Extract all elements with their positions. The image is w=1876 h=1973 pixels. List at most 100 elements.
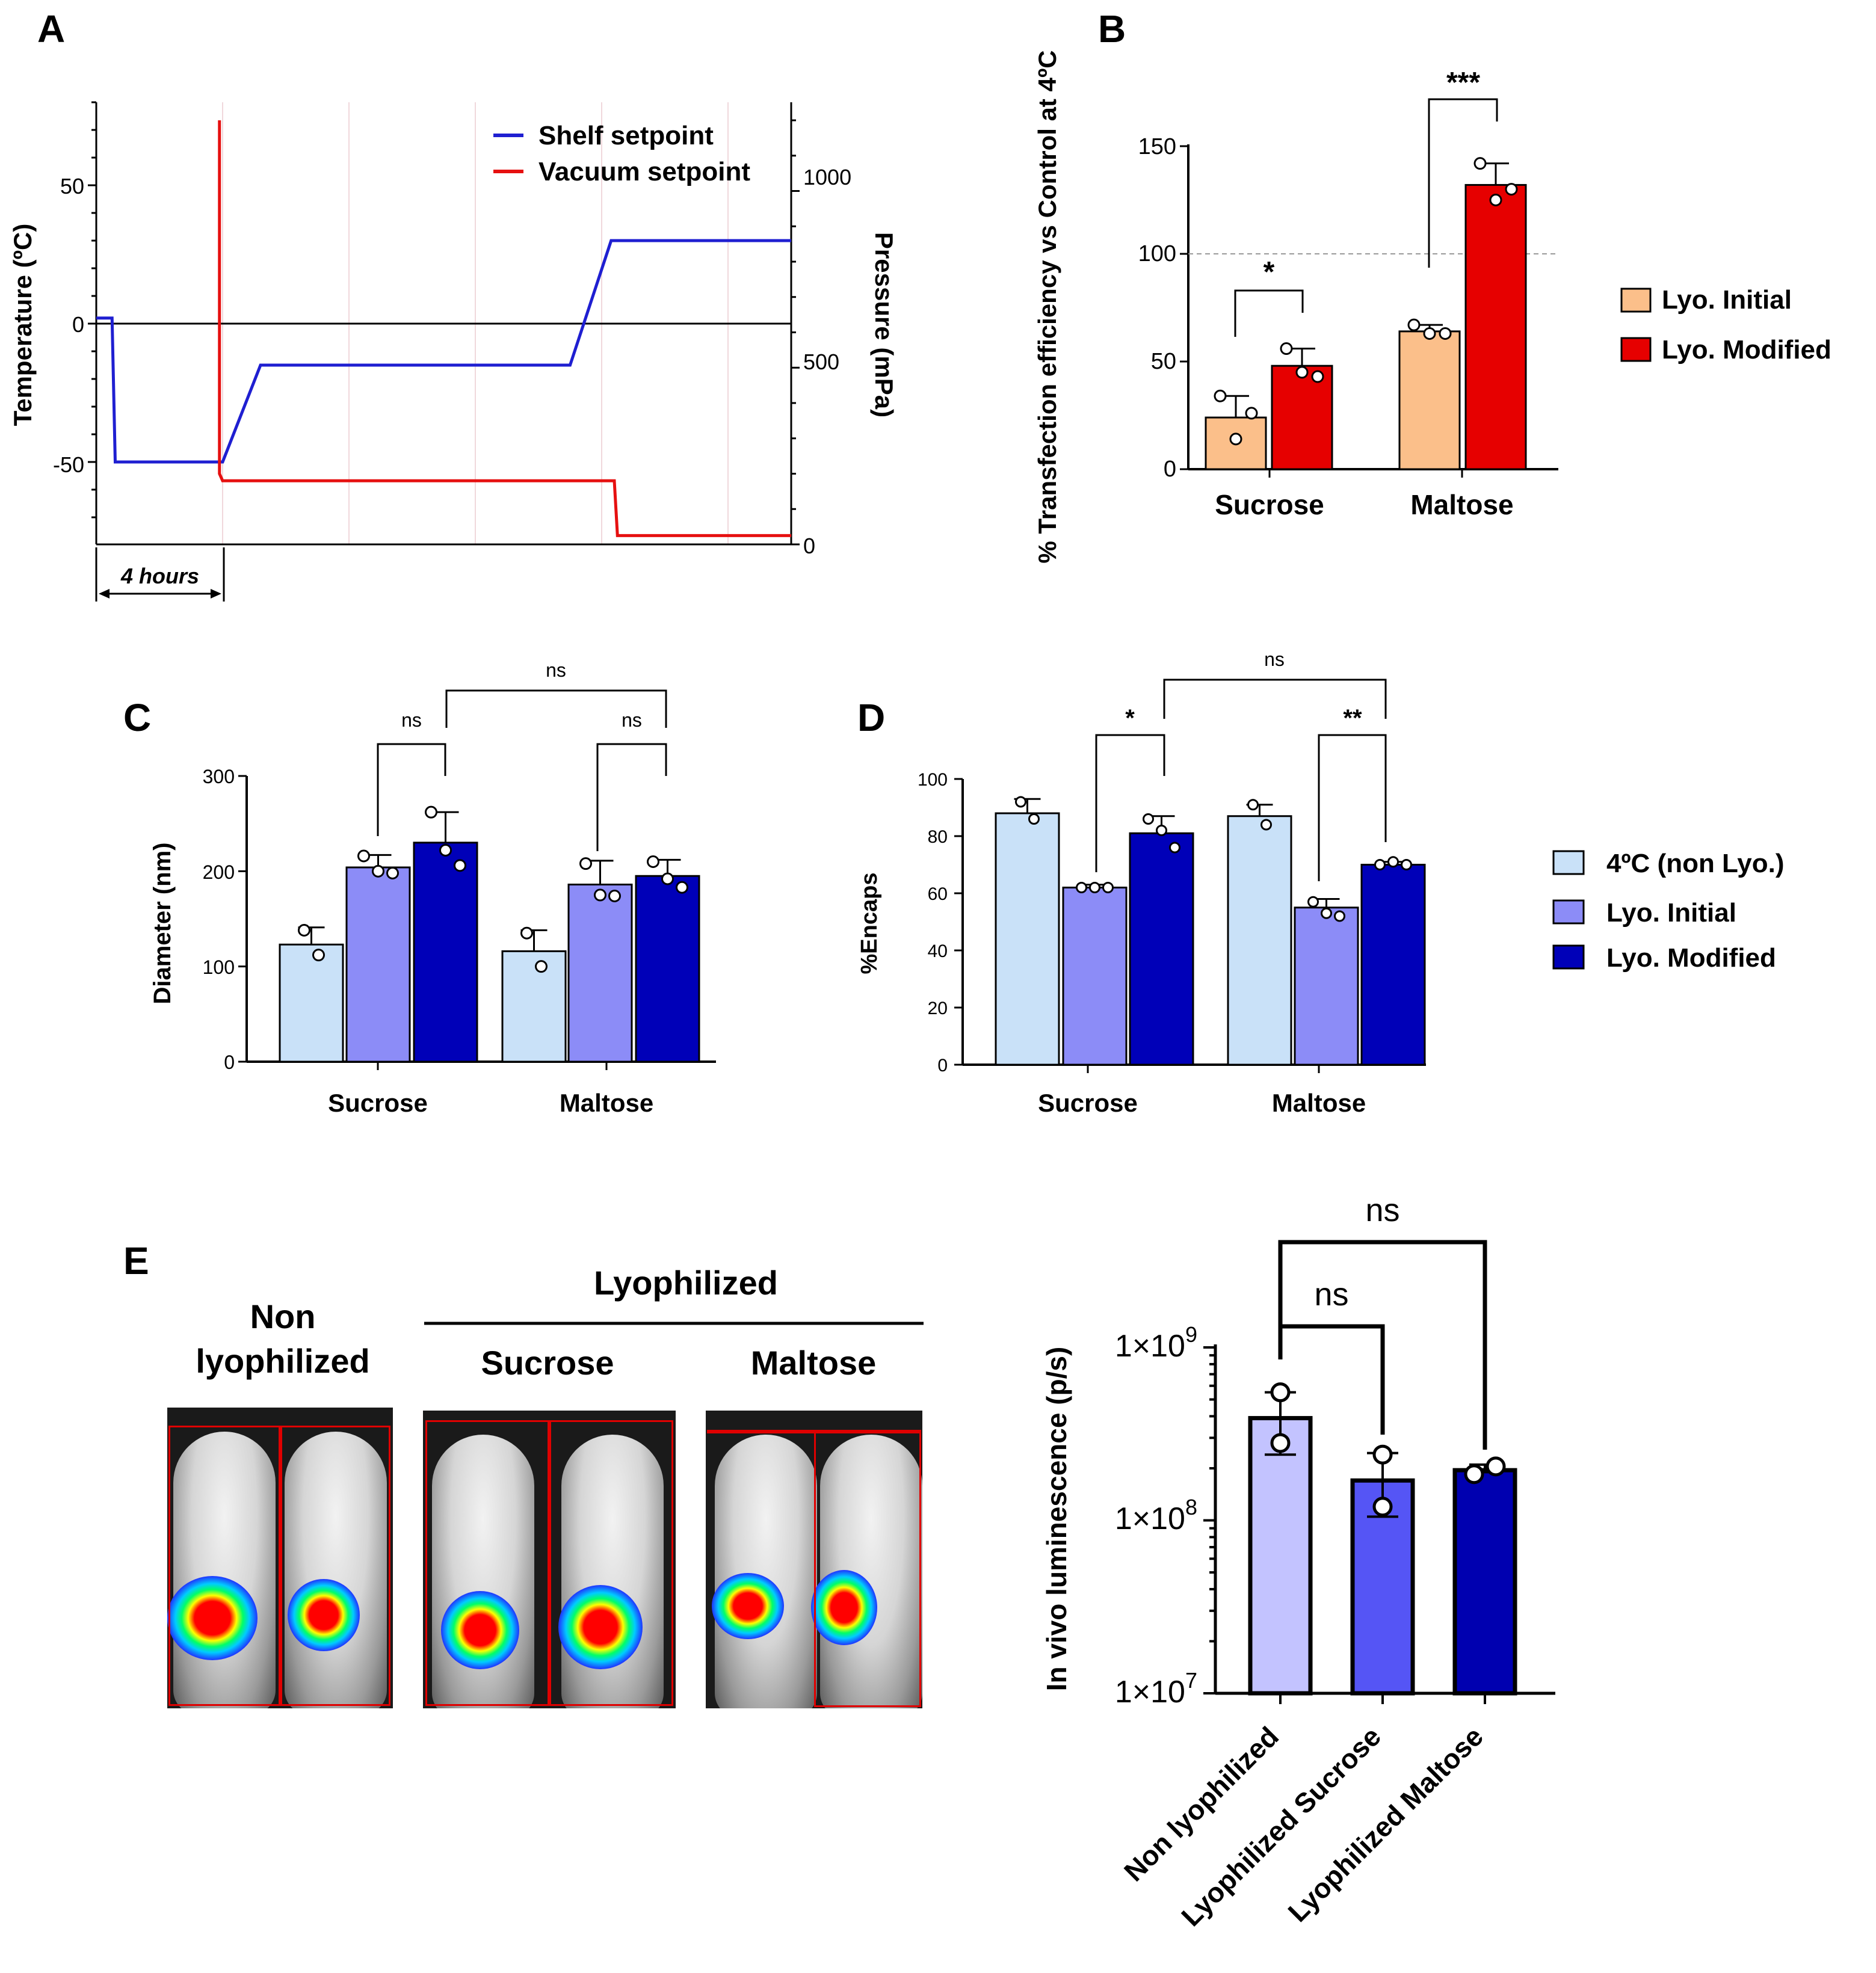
luminescence-signal <box>288 1579 360 1651</box>
panel-label-c: C <box>123 696 151 739</box>
d-bar-non-lyo <box>1227 815 1292 1066</box>
cd-legend-modified-label: Lyo. Modified <box>1606 943 1776 973</box>
c-xlabel-maltose: Maltose <box>560 1089 653 1117</box>
e-ytick-1e9: 1×109 <box>1115 1322 1197 1364</box>
d-data-point <box>1169 842 1180 854</box>
b-ylabel: % Transfection efficiency vs Control at … <box>1033 50 1061 563</box>
a-ylabel-left: Temperature (ºC) <box>8 224 37 426</box>
d-data-point <box>1247 799 1259 811</box>
c-ytick-0: 0 <box>224 1051 235 1073</box>
d-data-point <box>1089 882 1100 893</box>
luminescence-signal <box>441 1591 519 1669</box>
d-data-point <box>1076 882 1087 893</box>
c-data-point <box>386 867 399 879</box>
b-data-point <box>1229 432 1242 446</box>
e-xlabel-maltose: Lyophilized Maltose <box>1282 1720 1489 1928</box>
d-ytick-60: 60 <box>928 884 948 904</box>
c-data-point <box>520 926 533 940</box>
e-sig-sucrose: ns <box>1314 1276 1348 1313</box>
d-ytick-0: 0 <box>937 1056 948 1076</box>
b-sig-bracket-maltose <box>1428 98 1498 268</box>
c-data-point <box>454 859 466 872</box>
c-sig-bracket-across <box>445 689 667 728</box>
roi-box <box>814 1430 921 1707</box>
b-bar-lyo-modified <box>1271 365 1333 470</box>
e-sig-bracket-sucrose <box>1278 1324 1385 1435</box>
roi-box <box>280 1426 390 1706</box>
a-ylabel-right: Pressure (mPa) <box>870 232 898 417</box>
d-data-point <box>1028 813 1040 825</box>
c-ticks <box>238 775 608 1070</box>
d-bars <box>995 796 1426 1066</box>
e-ticks <box>1203 1346 1486 1704</box>
cd-legend-initial-swatch <box>1552 899 1585 925</box>
cd-legend-nonlyo-label: 4ºC (non Lyo.) <box>1606 849 1785 878</box>
c-data-point <box>357 849 370 863</box>
b-ytick-150: 150 <box>1138 134 1176 159</box>
panel-c: C 0 100 200 300 Diameter (nm) Sucrose Ma… <box>123 659 716 1117</box>
b-data-point <box>1505 183 1518 196</box>
d-data-point <box>1374 859 1386 870</box>
c-ytick-200: 200 <box>203 861 235 883</box>
c-bar-non-lyo <box>279 943 344 1063</box>
d-data-point <box>1387 856 1399 868</box>
cd-legend-initial-label: Lyo. Initial <box>1606 898 1736 928</box>
c-sig-across: ns <box>546 659 566 681</box>
c-data-point <box>647 855 659 868</box>
b-data-point <box>1311 370 1324 383</box>
panel-e-imaging-labels: E Lyophilized Non lyophilized Sucrose Ma… <box>123 1239 924 1382</box>
b-bar-lyo-initial <box>1398 330 1461 470</box>
b-legend-initial-swatch <box>1620 288 1652 313</box>
d-data-point <box>1260 819 1272 831</box>
a-ytick-right-0: 0 <box>803 534 815 558</box>
d-sig-across: ns <box>1264 648 1285 670</box>
b-data-point <box>1407 318 1421 331</box>
e-header-lyophilized: Lyophilized <box>594 1264 778 1302</box>
c-data-point <box>372 864 384 878</box>
b-bar-lyo-modified <box>1464 183 1527 470</box>
roi-box <box>425 1420 549 1706</box>
mouse-2 <box>285 1432 387 1708</box>
c-xlabel-sucrose: Sucrose <box>328 1089 428 1117</box>
a-ytick-right-500: 500 <box>803 349 839 374</box>
d-data-point <box>1334 910 1345 922</box>
c-bar-non-lyo <box>501 950 567 1063</box>
d-sig-bracket-maltose <box>1318 734 1387 881</box>
e-label-non-line2: lyophilized <box>196 1342 369 1380</box>
c-data-point <box>661 872 674 885</box>
b-ticks <box>1180 145 1463 478</box>
d-data-point <box>1321 907 1332 919</box>
e-data-point <box>1270 1382 1291 1403</box>
cd-legend-nonlyo-swatch <box>1552 850 1585 875</box>
b-data-point <box>1489 194 1502 206</box>
d-sig-bracket-across <box>1163 679 1387 719</box>
e-image-lyophilized-sucrose <box>423 1411 676 1708</box>
e-image-lyophilized-maltose <box>706 1411 922 1708</box>
d-ytick-40: 40 <box>928 941 948 961</box>
d-data-point <box>1401 859 1412 870</box>
e-data-point <box>1372 1444 1393 1465</box>
panel-label-b: B <box>1098 7 1126 51</box>
e-image-non-lyophilized <box>167 1408 393 1708</box>
c-bar-lyo-initial <box>345 866 411 1063</box>
c-sig-sucrose: ns <box>401 709 422 731</box>
luminescence-signal <box>167 1576 258 1660</box>
d-xlabel-maltose: Maltose <box>1272 1089 1366 1117</box>
e-ytick-1e7: 1×107 <box>1115 1668 1197 1710</box>
e-xlabel-sucrose: Lyophilized Sucrose <box>1175 1720 1387 1932</box>
a-ytick-left-neg50: -50 <box>53 452 84 477</box>
a-legend-shelf-label: Shelf setpoint <box>538 121 714 150</box>
c-sig-bracket-sucrose <box>377 743 446 836</box>
c-data-point <box>425 805 437 819</box>
e-bar-non-lyophilized <box>1248 1416 1313 1696</box>
d-sig-bracket-sucrose <box>1095 734 1165 872</box>
c-bar-lyo-initial <box>567 884 633 1063</box>
roi-box <box>168 1426 280 1706</box>
a-ytick-left-50: 50 <box>60 174 84 199</box>
a-ytick-left-0: 0 <box>72 312 84 337</box>
e-ytick-1e8: 1×108 <box>1115 1495 1197 1536</box>
e-data-point <box>1372 1497 1393 1517</box>
b-data-point <box>1280 342 1293 356</box>
c-data-point <box>312 949 325 962</box>
